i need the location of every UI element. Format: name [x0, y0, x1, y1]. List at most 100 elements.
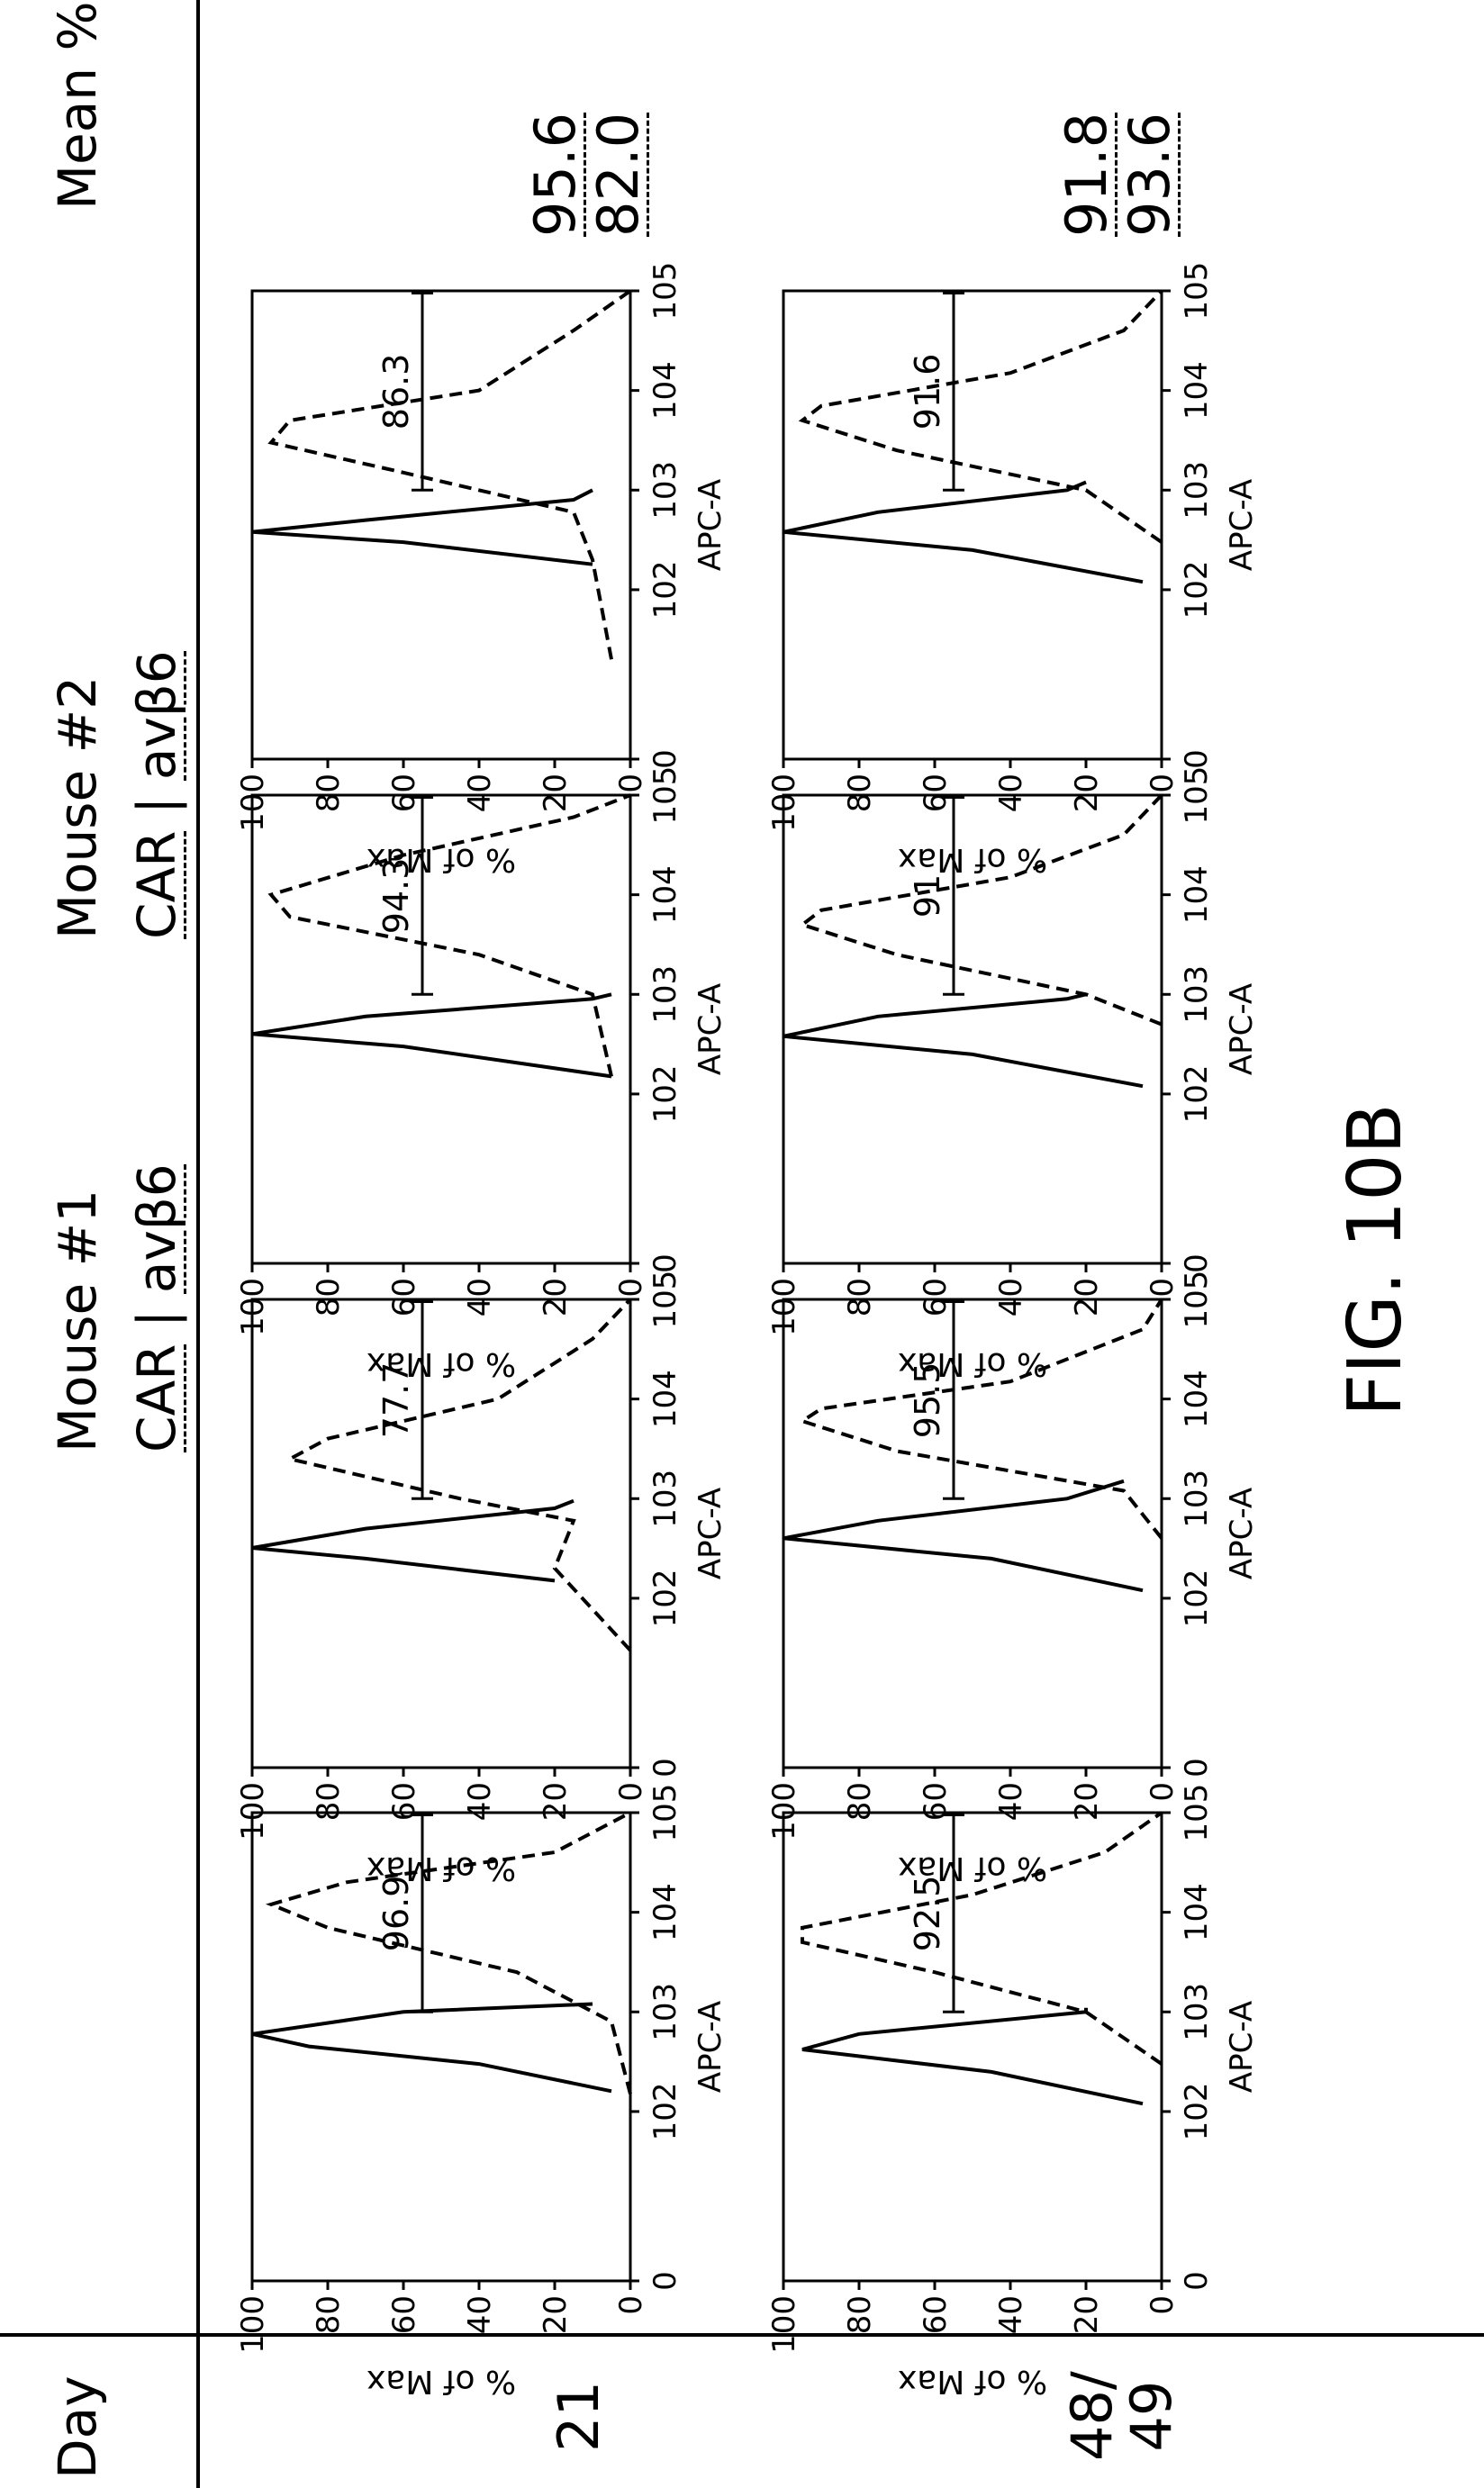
plot-area: 0 20 40 60 80 100 % of Max 0 102 103 104 105 APC-A 95…	[766, 1271, 1260, 1886]
plot-frame	[250, 289, 632, 761]
x-tick-label: 105	[647, 1271, 683, 1329]
histogram-1-2: 0 20 40 60 80 100 % of Max 0 102 103 104 105 APC-A 77…	[235, 1271, 728, 1886]
x-tick-label: 105	[647, 262, 683, 321]
y-tick-label: 80	[842, 774, 878, 812]
x-tick-label: 0	[1179, 749, 1215, 769]
y-tick-label: 20	[1069, 774, 1105, 812]
series-line-avb6	[265, 1811, 632, 2094]
series-line-car	[251, 992, 612, 1079]
x-tick-label: 102	[647, 1064, 683, 1123]
gate-value: 94.3	[376, 858, 416, 935]
x-tick-label: 104	[647, 1370, 683, 1428]
x-tick-label: 103	[647, 1470, 683, 1528]
mean-header: Mean %	[47, 1, 108, 210]
y-tick-label: 0	[1145, 1782, 1181, 1802]
histogram-1-3: 0 20 40 60 80 100 % of Max 0 102 103 104 105 APC-A 94…	[235, 766, 728, 1382]
plot-frame	[250, 1298, 632, 1769]
y-axis-label: % of Max	[898, 841, 1047, 878]
x-axis-label: APC-A	[692, 1488, 728, 1579]
x-tick-label: 104	[1179, 1370, 1215, 1428]
y-tick-label: 80	[842, 1278, 878, 1316]
y-tick-label: 0	[613, 1782, 649, 1802]
legend-avb6: avβ6	[126, 1163, 187, 1294]
mouse2-header: Mouse #2	[47, 675, 108, 939]
legend-separator: |	[126, 1309, 187, 1328]
x-axis-label: APC-A	[1224, 1488, 1260, 1579]
y-tick-label: 100	[766, 2295, 802, 2354]
histogram-2-4: 0 20 40 60 80 100 % of Max 0 102 103 104 105 APC-A 91…	[766, 262, 1260, 878]
day-header: Day	[47, 2375, 108, 2479]
series-line-avb6	[798, 1298, 1163, 1540]
x-tick-label: 0	[647, 2271, 683, 2291]
gate-value: 91	[908, 874, 947, 918]
plot-frame	[782, 1811, 1163, 2283]
series-line-car	[783, 480, 1144, 584]
x-tick-label: 103	[1179, 1983, 1215, 2041]
gate-value: 95.5	[908, 1362, 947, 1439]
plot-area: 0 20 40 60 80 100 % of Max 0 102 103 104 105 APC-A 94…	[235, 766, 728, 1382]
y-tick-label: 80	[842, 1782, 878, 1821]
y-tick-label: 60	[386, 774, 422, 812]
y-tick-label: 60	[386, 2295, 422, 2334]
x-tick-label: 0	[647, 749, 683, 769]
x-axis-label: APC-A	[692, 479, 728, 571]
y-axis-label: % of Max	[366, 1850, 516, 1886]
gate-value: 77.7	[376, 1362, 416, 1439]
legend-avb6: avβ6	[126, 650, 187, 781]
y-tick-label: 100	[235, 1782, 271, 1841]
y-tick-label: 100	[235, 1278, 271, 1336]
plot-area: 0 20 40 60 80 100 % of Max 0 102 103 104 105 APC-A 91…	[766, 262, 1260, 878]
x-tick-label: 103	[1179, 965, 1215, 1024]
y-tick-label: 60	[918, 2295, 954, 2334]
y-tick-label: 40	[993, 1278, 1029, 1316]
y-tick-label: 80	[311, 1782, 347, 1821]
x-tick-label: 105	[1179, 1271, 1215, 1329]
y-tick-label: 20	[538, 1278, 574, 1316]
y-axis-label: % of Max	[366, 1345, 516, 1382]
mouse2-legend: CAR | avβ6	[126, 650, 187, 939]
x-tick-label: 102	[1179, 2082, 1215, 2140]
x-tick-label: 0	[1179, 2271, 1215, 2291]
x-tick-label: 105	[1179, 1784, 1215, 1842]
header-rule	[196, 0, 200, 2488]
y-tick-label: 20	[538, 1782, 574, 1821]
mean-value-row2-avb6: 93.6	[1117, 112, 1182, 237]
y-tick-label: 80	[311, 2295, 347, 2334]
y-tick-label: 20	[1069, 1782, 1105, 1821]
y-tick-label: 20	[1069, 1278, 1105, 1316]
histogram-1-1: 0 20 40 60 80 100 % of Max 0 102 103 104 105 APC-A 96…	[235, 1784, 728, 2400]
x-tick-label: 0	[647, 1758, 683, 1778]
x-tick-label: 104	[1179, 361, 1215, 420]
plot-frame	[782, 1298, 1163, 1769]
y-axis-label: % of Max	[898, 1850, 1047, 1886]
histogram-1-4: 0 20 40 60 80 100 % of Max 0 102 103 104 105 APC-A 86…	[235, 262, 728, 878]
x-tick-label: 102	[647, 1569, 683, 1627]
x-tick-label: 103	[647, 965, 683, 1024]
y-tick-label: 40	[462, 2295, 498, 2334]
x-tick-label: 102	[1179, 560, 1215, 619]
y-tick-label: 60	[918, 1782, 954, 1821]
series-line-avb6	[267, 289, 632, 660]
histogram-2-3: 0 20 40 60 80 100 % of Max 0 102 103 104 105 APC-A 91	[766, 766, 1260, 1382]
x-axis-label: APC-A	[1224, 983, 1260, 1075]
x-tick-label: 105	[1179, 262, 1215, 321]
y-tick-label: 100	[235, 774, 271, 832]
y-tick-label: 40	[993, 2295, 1029, 2334]
series-line-car	[801, 2007, 1144, 2106]
x-tick-label: 104	[647, 1883, 683, 1941]
y-tick-label: 60	[386, 1278, 422, 1316]
x-tick-label: 0	[1179, 1253, 1215, 1273]
y-tick-label: 20	[1069, 2295, 1105, 2334]
x-tick-label: 0	[647, 1253, 683, 1273]
figure-label: FIG. 10B	[1333, 1103, 1418, 1416]
series-line-car	[783, 1479, 1144, 1593]
mean-value-row2-car: 91.8	[1054, 112, 1119, 237]
series-line-avb6	[285, 1298, 632, 1652]
y-axis-label: % of Max	[898, 2363, 1047, 2400]
x-tick-label: 104	[647, 361, 683, 420]
series-line-avb6	[798, 289, 1163, 544]
plot-frame	[782, 289, 1163, 761]
plot-area: 0 20 40 60 80 100 % of Max 0 102 103 104 105 APC-A 91	[766, 766, 1260, 1382]
y-tick-label: 100	[235, 2295, 271, 2354]
